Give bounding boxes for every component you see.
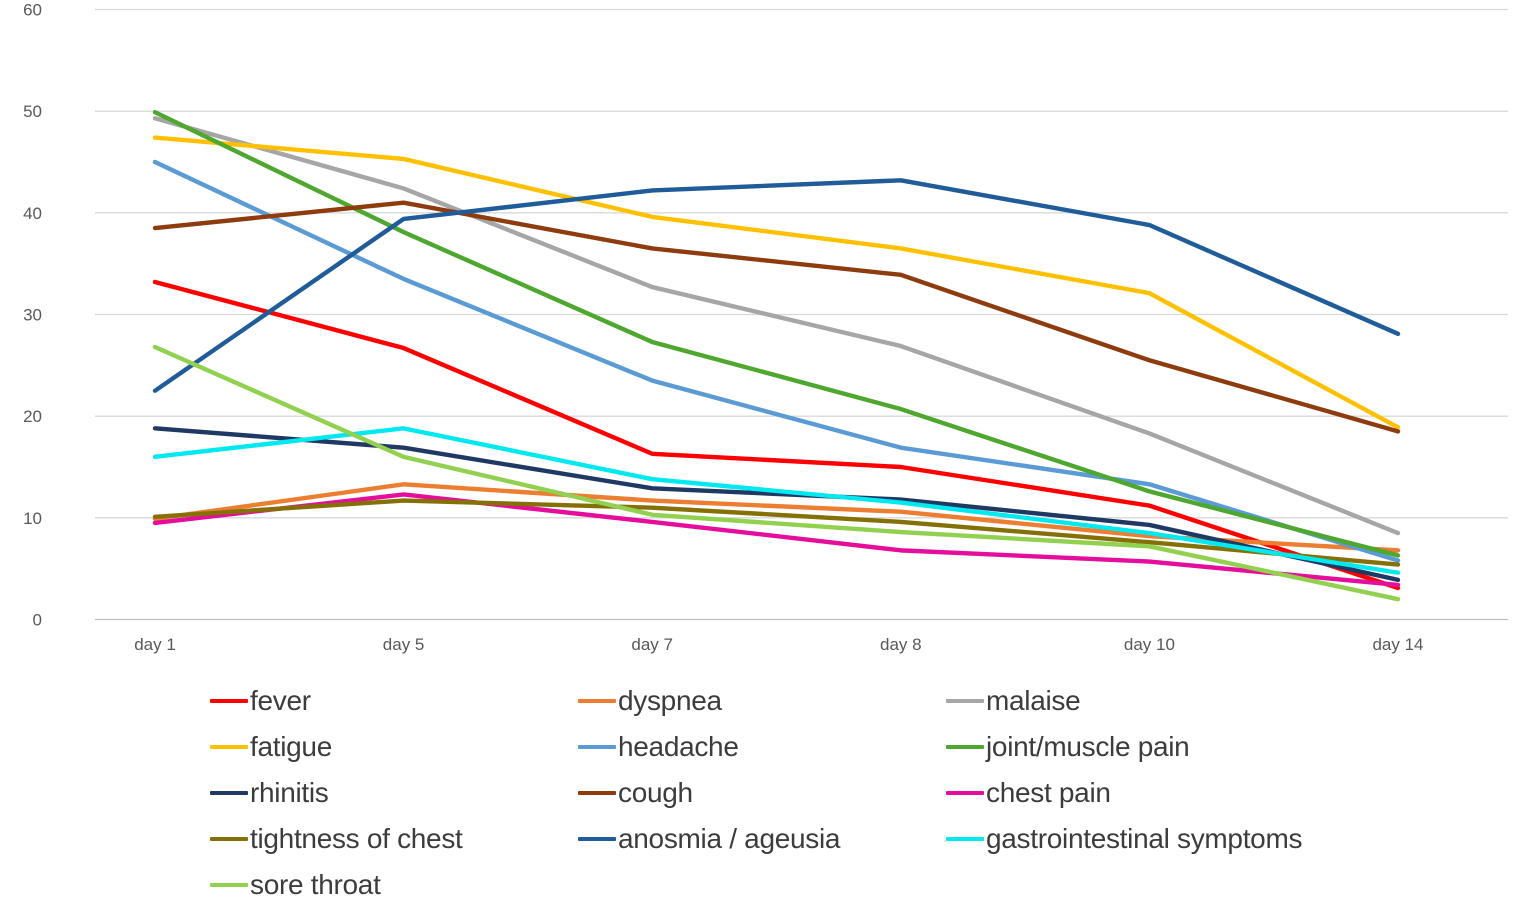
legend-label: fatigue (250, 731, 332, 762)
legend-label: malaise (986, 685, 1081, 716)
legend-label: joint/muscle pain (986, 731, 1190, 762)
y-tick-label-0: 0 (33, 611, 42, 630)
legend-item-fever: fever (210, 685, 578, 717)
legend-label: cough (618, 777, 693, 808)
series-line-chest-pain (152, 492, 1401, 588)
legend-swatch-icon (578, 745, 616, 749)
legend-label: tightness of chest (250, 823, 463, 854)
series-line-fatigue (152, 135, 1401, 430)
legend-label: gastrointestinal symptoms (986, 823, 1303, 854)
legend-swatch-icon (210, 699, 248, 703)
series-line-gastrointestinal-symptoms (152, 426, 1401, 575)
x-tick-label-3: day 7 (631, 635, 673, 654)
series-line-sore-throat (152, 344, 1401, 602)
series-line-joint-muscle-pain (152, 109, 1401, 558)
legend-swatch-icon (578, 791, 616, 795)
legend-swatch-icon (946, 745, 984, 749)
legend-item-chest-pain: chest pain (946, 777, 1510, 809)
x-tick-label-5: day 10 (1124, 635, 1175, 654)
series-line-rhinitis (152, 426, 1401, 583)
legend-swatch-icon (946, 699, 984, 703)
legend-item-fatigue: fatigue (210, 731, 578, 763)
plot-area: 0 10 20 30 40 50 60 day 1 day 5 day 7 day 8 day 10 d… (23, 0, 1508, 654)
y-tick-label-10: 10 (23, 509, 42, 528)
legend-item-anosmia-ageusia: anosmia / ageusia (578, 823, 946, 855)
series-line-headache (152, 159, 1401, 563)
legend-item-cough: cough (578, 777, 946, 809)
y-tick-label-60: 60 (23, 0, 42, 19)
series-line-fever (152, 279, 1401, 591)
x-tick-label-1: day 1 (134, 635, 176, 654)
legend-swatch-icon (578, 837, 616, 841)
legend-item-sore-throat: sore throat (210, 869, 578, 901)
y-tick-label-30: 30 (23, 305, 42, 324)
legend-label: fever (250, 685, 311, 716)
x-tick-label-4: day 8 (880, 635, 922, 654)
x-tick-label-6: day 14 (1372, 635, 1423, 654)
legend-swatch-icon (946, 837, 984, 841)
legend-label: anosmia / ageusia (618, 823, 841, 854)
y-tick-label-20: 20 (23, 407, 42, 426)
series-line-tightness-of-chest (152, 498, 1401, 567)
legend-swatch-icon (210, 791, 248, 795)
legend-swatch-icon (210, 745, 248, 749)
legend-label: headache (618, 731, 739, 762)
line-chart-svg: 0 10 20 30 40 50 60 day 1 day 5 day 7 day 8 day 10 d… (23, 0, 1508, 654)
legend-swatch-icon (210, 837, 248, 841)
legend-item-gastrointestinal-symptoms: gastrointestinal symptoms (946, 823, 1510, 855)
legend-item-headache: headache (578, 731, 946, 763)
legend-item-dyspnea: dyspnea (578, 685, 946, 717)
legend-label: rhinitis (250, 777, 329, 808)
series-line-cough (152, 200, 1401, 434)
legend-label: dyspnea (618, 685, 722, 716)
legend-swatch-icon (210, 883, 248, 887)
legend-item-joint-muscle-pain: joint/muscle pain (946, 731, 1510, 763)
y-tick-label-50: 50 (23, 102, 42, 121)
legend-item-tightness-of-chest: tightness of chest (210, 823, 578, 855)
chart-legend: fever dyspnea malaise fatigue headache joint/… (210, 684, 1510, 902)
legend-item-rhinitis: rhinitis (210, 777, 578, 809)
series-line-malaise (152, 116, 1401, 536)
legend-label: chest pain (986, 777, 1111, 808)
legend-swatch-icon (946, 791, 984, 795)
legend-label: sore throat (250, 869, 381, 900)
series-line-anosmia-ageusia (152, 178, 1401, 393)
x-tick-label-2: day 5 (383, 635, 425, 654)
legend-item-malaise: malaise (946, 685, 1510, 717)
legend-swatch-icon (578, 699, 616, 703)
y-tick-label-40: 40 (23, 204, 42, 223)
